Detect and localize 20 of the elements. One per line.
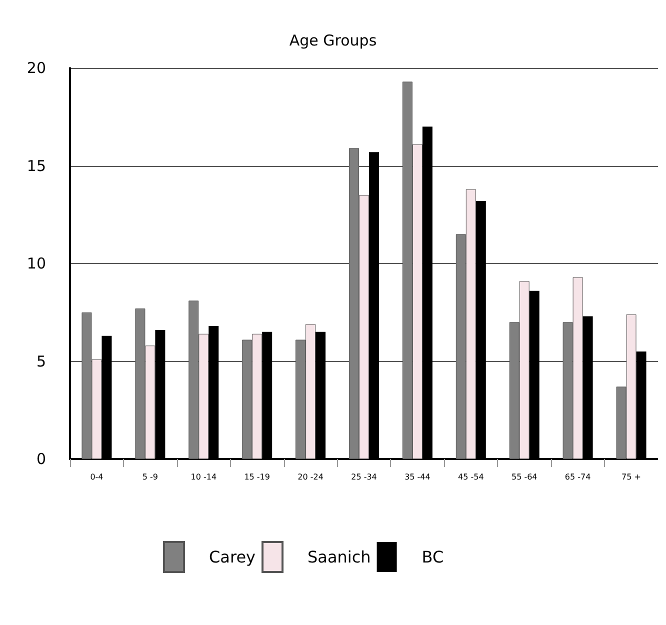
legend-label: Carey: [209, 548, 256, 566]
x-tick-label: 10 -14: [190, 472, 217, 482]
y-tick-label: 20: [26, 59, 46, 77]
x-tick-label: 5 -9: [142, 472, 158, 482]
x-tick-label: 55 -64: [511, 472, 538, 482]
x-tick-label: 20 -24: [298, 472, 324, 482]
x-tick-label: 0-4: [90, 472, 104, 482]
x-tick-label: 45 -54: [458, 472, 484, 482]
x-tick-label: 25 -34: [351, 472, 377, 482]
x-tick-label: 75 +: [622, 472, 641, 482]
y-tick-label: 10: [26, 254, 46, 272]
chart-title: Age Groups: [289, 32, 377, 50]
x-tick-label: 65 -74: [564, 472, 591, 482]
y-tick-label: 5: [36, 352, 46, 370]
x-tick-label: 15 -19: [244, 472, 270, 482]
y-tick-label: 15: [26, 156, 46, 175]
x-tick-label: 35 -44: [404, 472, 430, 482]
y-tick-label: 0: [36, 450, 46, 468]
legend-label: BC: [422, 548, 444, 566]
legend-label: Saanich: [308, 548, 371, 566]
